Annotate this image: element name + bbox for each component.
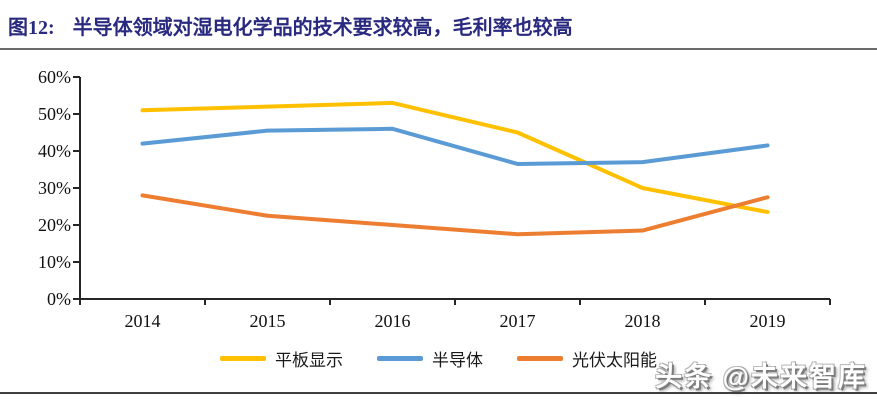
- line-chart-svg: 0% 10% 20% 30% 40% 50% 60% 2014 2015 2016 2017 2018…: [38, 67, 831, 331]
- legend-label: 光伏太阳能: [572, 351, 657, 370]
- series-line-1: [140, 126, 770, 166]
- series-line-0: [140, 100, 770, 215]
- figure-header: 图12: 半导体领域对湿电化学品的技术要求较高，毛利率也较高: [0, 0, 877, 50]
- legend-swatch-icon: [220, 356, 266, 361]
- legend-swatch-icon: [517, 356, 563, 361]
- legend-item-2: 光伏太阳能: [517, 346, 657, 371]
- x-axis-label: 2016: [375, 311, 411, 331]
- legend-label: 平板显示: [275, 351, 343, 370]
- y-axis-label: 40%: [38, 141, 71, 161]
- legend-item-1: 半导体: [377, 346, 483, 371]
- figure-number-label: 图12:: [8, 17, 55, 39]
- x-axis-label: 2018: [625, 311, 661, 331]
- y-axis-label: 30%: [38, 178, 71, 198]
- x-axis-label: 2017: [500, 311, 536, 331]
- y-axis-label: 10%: [38, 252, 71, 272]
- legend-item-0: 平板显示: [220, 346, 343, 371]
- bottom-divider: [0, 392, 877, 394]
- y-axis-label: 50%: [38, 104, 71, 124]
- y-axis-label: 60%: [38, 67, 71, 87]
- x-axis-label: 2015: [250, 311, 286, 331]
- legend-swatch-icon: [377, 356, 423, 361]
- y-axis-label: 20%: [38, 215, 71, 235]
- legend-label: 半导体: [432, 351, 483, 370]
- x-axis-label: 2014: [125, 311, 161, 331]
- watermark-text: 头条 @未来智库: [655, 362, 867, 392]
- x-axis-label: 2019: [750, 311, 786, 331]
- chart-legend: 平板显示 半导体 光伏太阳能: [0, 346, 877, 371]
- y-axis-label: 0%: [47, 289, 71, 309]
- series-line-2: [140, 193, 770, 237]
- figure-title: 半导体领域对湿电化学品的技术要求较高，毛利率也较高: [72, 17, 573, 39]
